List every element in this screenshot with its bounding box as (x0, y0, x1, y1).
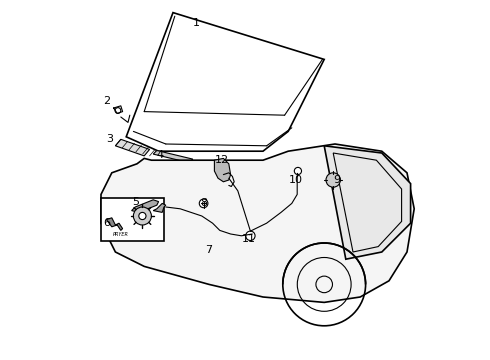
Text: 10: 10 (289, 175, 302, 185)
Polygon shape (132, 200, 159, 212)
Circle shape (199, 199, 208, 208)
Polygon shape (126, 13, 324, 151)
Circle shape (294, 167, 301, 175)
Circle shape (133, 207, 151, 225)
Text: 1: 1 (193, 18, 200, 28)
Text: 7: 7 (205, 245, 213, 255)
Text: 8: 8 (200, 198, 207, 208)
Text: 5: 5 (132, 197, 139, 207)
Circle shape (245, 231, 255, 240)
Text: 6: 6 (103, 218, 110, 228)
Text: 2: 2 (103, 96, 110, 106)
FancyBboxPatch shape (101, 198, 164, 241)
Text: 9: 9 (333, 175, 341, 185)
Circle shape (326, 173, 341, 187)
Polygon shape (153, 203, 166, 212)
Polygon shape (106, 218, 122, 230)
Text: PRYER: PRYER (113, 232, 129, 237)
Polygon shape (153, 150, 193, 163)
Polygon shape (215, 158, 231, 182)
Text: 3: 3 (106, 134, 114, 144)
Polygon shape (116, 139, 149, 156)
Text: 4: 4 (157, 150, 164, 160)
Text: 11: 11 (242, 234, 256, 244)
Polygon shape (101, 144, 414, 302)
Text: 12: 12 (215, 155, 229, 165)
Polygon shape (324, 146, 411, 259)
Circle shape (139, 212, 146, 220)
